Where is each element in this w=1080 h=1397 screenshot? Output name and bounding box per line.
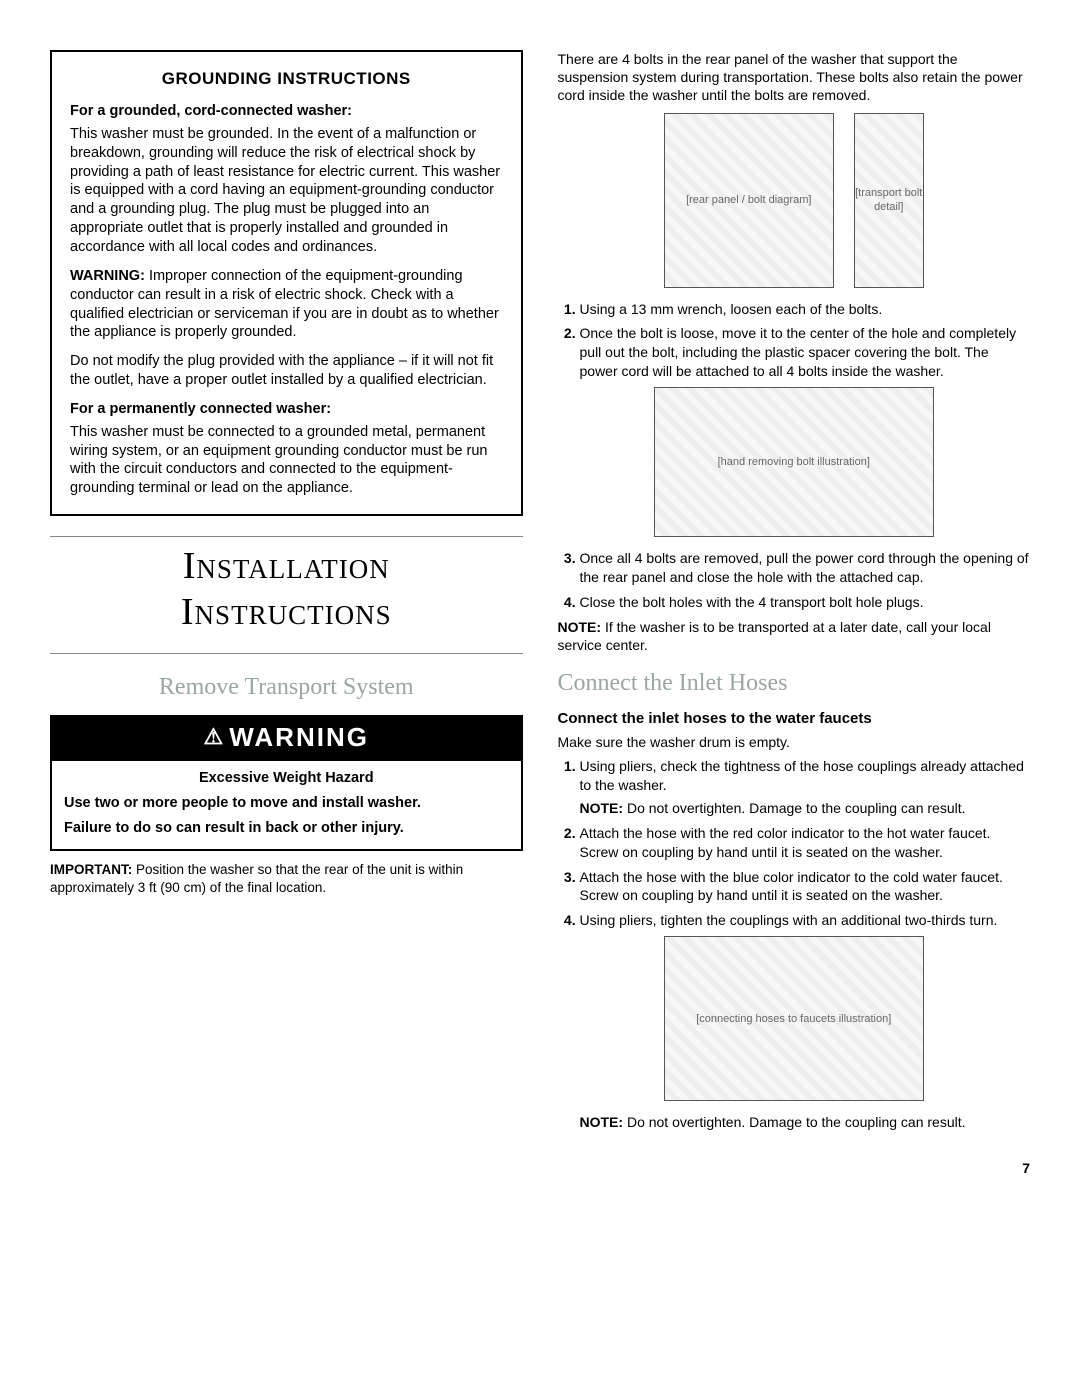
warning-line1: Use two or more people to move and insta… (64, 794, 509, 813)
step-text: Using pliers, check the tightness of the… (580, 758, 1024, 793)
connect-intro: Make sure the washer drum is empty. (558, 733, 1031, 751)
connect-final-note: NOTE: Do not overtighten. Damage to the … (558, 1113, 1031, 1131)
warning-line2: Failure to do so can result in back or o… (64, 819, 509, 838)
warning-label: WARNING: (70, 268, 145, 284)
transport-intro: There are 4 bolts in the rear panel of t… (558, 50, 1031, 105)
grounding-p2-wrap: WARNING: Improper connection of the equi… (70, 267, 503, 342)
step-item: Close the bolt holes with the 4 transpor… (580, 593, 1031, 612)
divider (50, 653, 523, 654)
connect-hoses-title: Connect the Inlet Hoses (558, 668, 1031, 699)
step-item: Once all 4 bolts are removed, pull the p… (580, 549, 1031, 587)
divider (50, 536, 523, 537)
warning-box: ⚠WARNING Excessive Weight Hazard Use two… (50, 715, 523, 851)
illustration-row-2: [hand removing bolt illustration] (558, 387, 1031, 537)
connect-steps: Using pliers, check the tightness of the… (558, 757, 1031, 930)
grounding-title: GROUNDING INSTRUCTIONS (70, 68, 503, 90)
faucet-hose-illustration: [connecting hoses to faucets illustratio… (664, 936, 924, 1101)
grounding-p4: This washer must be connected to a groun… (70, 423, 503, 498)
hand-bolt-illustration: [hand removing bolt illustration] (654, 387, 934, 537)
installation-title-1: Installation (50, 547, 523, 587)
note-text: If the washer is to be transported at a … (558, 619, 991, 653)
step-item: Using a 13 mm wrench, loosen each of the… (580, 300, 1031, 319)
rear-panel-illustration: [rear panel / bolt diagram] (664, 113, 834, 288)
grounding-p1: This washer must be grounded. In the eve… (70, 125, 503, 257)
illustration-row-3: [connecting hoses to faucets illustratio… (558, 936, 1031, 1101)
grounding-sub1: For a grounded, cord-connected washer: (70, 102, 503, 121)
page-number: 7 (50, 1159, 1030, 1177)
step-item: Attach the hose with the red color indic… (580, 824, 1031, 862)
warning-header-text: WARNING (229, 722, 369, 752)
note-label: NOTE: (558, 619, 602, 635)
transport-steps-b: Once all 4 bolts are removed, pull the p… (558, 549, 1031, 612)
grounding-p3: Do not modify the plug provided with the… (70, 352, 503, 390)
step-item: Attach the hose with the blue color indi… (580, 868, 1031, 906)
note-label: NOTE: (580, 800, 624, 816)
remove-transport-title: Remove Transport System (50, 672, 523, 703)
step-item: Using pliers, check the tightness of the… (580, 757, 1031, 818)
note-text: Do not overtighten. Damage to the coupli… (627, 800, 966, 816)
warning-header: ⚠WARNING (52, 717, 521, 761)
warning-hazard: Excessive Weight Hazard (64, 769, 509, 788)
transport-note: NOTE: If the washer is to be transported… (558, 618, 1031, 654)
step-item: Once the bolt is loose, move it to the c… (580, 324, 1031, 381)
transport-steps-a: Using a 13 mm wrench, loosen each of the… (558, 300, 1031, 382)
note-text: Do not overtighten. Damage to the coupli… (627, 1114, 966, 1130)
grounding-box: GROUNDING INSTRUCTIONS For a grounded, c… (50, 50, 523, 516)
connect-hoses-sub: Connect the inlet hoses to the water fau… (558, 709, 1031, 729)
important-label: IMPORTANT: (50, 862, 132, 877)
installation-title-2: Instructions (50, 593, 523, 633)
warning-triangle-icon: ⚠ (204, 723, 226, 752)
bolt-detail-illustration: [transport bolt detail] (854, 113, 924, 288)
important-note: IMPORTANT: Position the washer so that t… (50, 861, 523, 896)
illustration-row-1: [rear panel / bolt diagram] [transport b… (558, 113, 1031, 288)
note-label: NOTE: (580, 1114, 624, 1130)
step-item: Using pliers, tighten the couplings with… (580, 911, 1031, 930)
grounding-sub2: For a permanently connected washer: (70, 400, 503, 419)
